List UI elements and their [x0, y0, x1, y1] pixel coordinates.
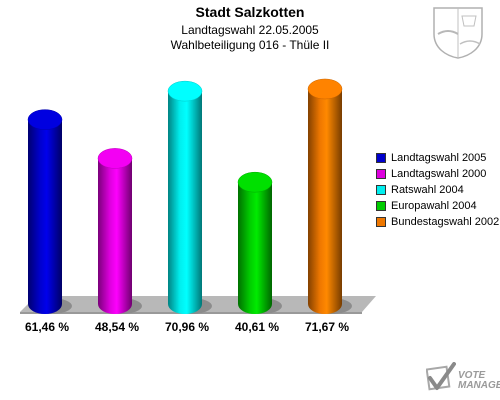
bar-body: [28, 119, 62, 305]
chart-legend: Landtagswahl 2005 Landtagswahl 2000 Ratswa…: [376, 150, 499, 230]
chart-subtitle-detail: Wahlbeteiligung 016 - Thüle II: [170, 38, 330, 52]
bar-landtagswahl-2000: [97, 148, 142, 314]
legend-swatch: [376, 185, 386, 195]
bar-bundestagswahl-2002: [307, 78, 352, 314]
value-label: 48,54 %: [95, 320, 139, 334]
bar-landtagswahl-2005: [27, 109, 72, 314]
value-label: 71,67 %: [305, 320, 349, 334]
value-label: 40,61 %: [235, 320, 279, 334]
legend-item: Ratswahl 2004: [376, 182, 499, 198]
legend-swatch: [376, 153, 386, 163]
legend-item: Europawahl 2004: [376, 198, 499, 214]
legend-swatch: [376, 201, 386, 211]
value-label: 61,46 %: [25, 320, 69, 334]
bar-top: [307, 78, 343, 100]
bar-europawahl-2004: [237, 171, 282, 314]
legend-label: Europawahl 2004: [391, 200, 477, 212]
bar-body: [238, 182, 272, 304]
chart-subtitle: Landtagswahl 22.05.2005: [181, 23, 319, 37]
legend-item: Landtagswahl 2005: [376, 150, 499, 166]
bar-body: [168, 91, 202, 305]
bar-body: [98, 158, 132, 304]
legend-item: Bundestagswahl 2002: [376, 214, 499, 230]
legend-swatch: [376, 217, 386, 227]
coat-of-arms-icon: [433, 7, 483, 59]
vote-manager-checkmark-icon: [426, 362, 456, 391]
bar-ratswahl-2004: [167, 80, 212, 314]
bar-top: [27, 109, 63, 130]
bar-top: [237, 171, 273, 193]
value-label: 70,96 %: [165, 320, 209, 334]
legend-label: Landtagswahl 2005: [391, 152, 487, 164]
vote-manager-logo-text: VOTE MANAGER: [458, 370, 500, 391]
bar-top: [167, 80, 203, 102]
legend-swatch: [376, 169, 386, 179]
bar-top: [97, 148, 133, 169]
chart-title: Stadt Salzkotten: [195, 4, 305, 20]
legend-label: Landtagswahl 2000: [391, 168, 487, 180]
legend-item: Landtagswahl 2000: [376, 166, 499, 182]
legend-label: Ratswahl 2004: [391, 184, 464, 196]
legend-label: Bundestagswahl 2002: [391, 216, 500, 228]
bar-body: [308, 88, 342, 305]
